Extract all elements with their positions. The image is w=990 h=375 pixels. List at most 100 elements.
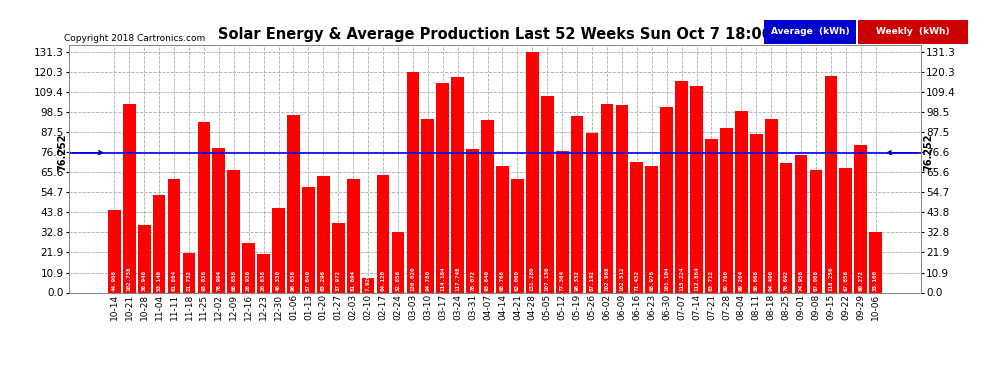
Text: 114.184: 114.184 — [441, 266, 446, 291]
Text: 107.136: 107.136 — [544, 266, 549, 291]
Bar — [511, 178, 524, 292]
Bar — [601, 104, 613, 292]
Bar — [840, 168, 852, 292]
Text: 66.856: 66.856 — [232, 270, 237, 291]
Text: 93.036: 93.036 — [201, 270, 206, 291]
Text: 102.738: 102.738 — [127, 266, 132, 291]
Bar — [645, 166, 658, 292]
Text: 102.512: 102.512 — [620, 266, 625, 291]
Bar — [108, 210, 121, 292]
Text: 80.272: 80.272 — [858, 270, 863, 291]
Bar — [720, 128, 733, 292]
Bar — [123, 104, 136, 292]
Bar — [451, 76, 464, 292]
Text: 68.768: 68.768 — [500, 270, 505, 291]
Bar — [496, 166, 509, 292]
Text: 36.946: 36.946 — [142, 270, 147, 291]
Text: 93.840: 93.840 — [485, 270, 490, 291]
Text: 57.640: 57.640 — [306, 270, 311, 291]
Text: 78.994: 78.994 — [217, 270, 222, 291]
Text: 120.020: 120.020 — [411, 266, 416, 291]
Bar — [660, 107, 673, 292]
Bar — [749, 134, 762, 292]
Text: 7.926: 7.926 — [365, 273, 370, 291]
Text: 115.224: 115.224 — [679, 266, 684, 291]
Text: 71.432: 71.432 — [635, 270, 640, 291]
Text: 76.252: 76.252 — [57, 134, 103, 171]
Text: 99.204: 99.204 — [739, 270, 743, 291]
Text: 96.332: 96.332 — [574, 270, 579, 291]
Text: 87.192: 87.192 — [589, 270, 595, 291]
Text: 94.780: 94.780 — [426, 270, 431, 291]
Bar — [854, 146, 867, 292]
Text: 26.936: 26.936 — [247, 270, 251, 291]
Bar — [346, 179, 359, 292]
Text: 89.760: 89.760 — [724, 270, 729, 291]
Text: 118.256: 118.256 — [829, 266, 834, 291]
Text: 131.280: 131.280 — [530, 266, 535, 291]
Text: Average  (kWh): Average (kWh) — [771, 27, 849, 36]
Text: 78.072: 78.072 — [470, 270, 475, 291]
Text: 63.296: 63.296 — [321, 270, 326, 291]
Bar — [422, 119, 435, 292]
Text: 62.080: 62.080 — [515, 270, 520, 291]
Text: 61.694: 61.694 — [350, 270, 355, 291]
Bar — [705, 139, 718, 292]
Text: 76.252: 76.252 — [887, 134, 933, 171]
Bar — [167, 179, 180, 292]
Text: 67.856: 67.856 — [843, 270, 848, 291]
Text: 32.856: 32.856 — [395, 270, 401, 291]
Bar — [302, 187, 315, 292]
Bar — [675, 81, 688, 292]
Bar — [555, 151, 568, 292]
Text: 94.496: 94.496 — [768, 270, 773, 291]
Text: 101.104: 101.104 — [664, 266, 669, 291]
Text: 96.638: 96.638 — [291, 270, 296, 291]
Text: 68.976: 68.976 — [649, 270, 654, 291]
Text: 37.972: 37.972 — [336, 270, 341, 291]
Bar — [810, 170, 823, 292]
Bar — [243, 243, 255, 292]
Text: 53.140: 53.140 — [156, 270, 161, 291]
Text: 61.864: 61.864 — [171, 270, 176, 291]
FancyBboxPatch shape — [858, 20, 968, 44]
Bar — [228, 170, 241, 292]
Bar — [526, 52, 539, 292]
Bar — [332, 223, 345, 292]
Bar — [182, 253, 195, 292]
Bar — [631, 162, 644, 292]
FancyBboxPatch shape — [764, 20, 855, 44]
Bar — [138, 225, 150, 292]
Title: Solar Energy & Average Production Last 52 Weeks Sun Oct 7 18:06: Solar Energy & Average Production Last 5… — [218, 27, 772, 42]
Text: 64.120: 64.120 — [380, 270, 385, 291]
Bar — [735, 111, 747, 292]
Bar — [780, 163, 792, 292]
Bar — [213, 148, 225, 292]
Bar — [616, 105, 629, 292]
Bar — [407, 72, 419, 292]
Bar — [377, 175, 389, 292]
Bar — [257, 254, 270, 292]
Text: 44.908: 44.908 — [112, 270, 117, 291]
Text: 74.956: 74.956 — [799, 270, 804, 291]
Text: Weekly  (kWh): Weekly (kWh) — [876, 27, 949, 36]
Bar — [586, 133, 598, 292]
Text: 21.732: 21.732 — [186, 270, 191, 291]
Bar — [795, 155, 808, 292]
Text: 67.008: 67.008 — [814, 270, 819, 291]
Bar — [481, 120, 494, 292]
Bar — [272, 207, 285, 292]
Bar — [541, 96, 553, 292]
Bar — [361, 278, 374, 292]
Bar — [466, 149, 479, 292]
Bar — [392, 232, 404, 292]
Bar — [571, 116, 583, 292]
Text: 70.692: 70.692 — [784, 270, 789, 291]
Bar — [287, 116, 300, 292]
Text: 83.712: 83.712 — [709, 270, 714, 291]
Text: 112.864: 112.864 — [694, 266, 699, 291]
Text: 46.330: 46.330 — [276, 270, 281, 291]
Text: 102.968: 102.968 — [605, 266, 610, 291]
Text: Copyright 2018 Cartronics.com: Copyright 2018 Cartronics.com — [64, 34, 206, 43]
Text: 77.364: 77.364 — [559, 270, 564, 291]
